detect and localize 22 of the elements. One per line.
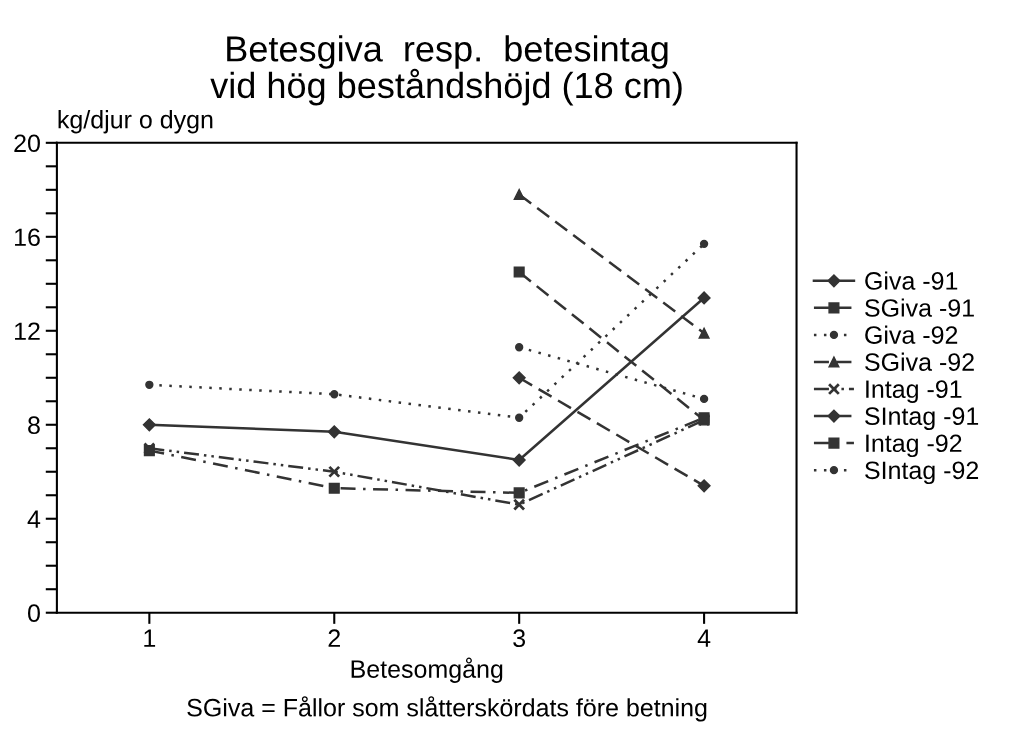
legend-label: Intag -91 (866, 380, 962, 403)
legend-label: SIntag -91 (865, 407, 979, 430)
y-tick-label: 20 (14, 134, 40, 153)
y-axis-title: kg/djur o dygn (58, 110, 213, 134)
text: SGiva = Fållor som slåtterskördats före betning (187, 696, 707, 722)
x-tick-label: 2 (328, 629, 340, 647)
x-tick-label: 3 (513, 629, 526, 648)
y-tick-label: 8 (28, 416, 40, 435)
legend-label: SGiva -92 (865, 352, 974, 371)
x-axis-title: Betesomgång (351, 657, 503, 683)
y-tick-label: 4 (27, 510, 41, 528)
legend-label: SGiva -91 (865, 298, 974, 317)
chart-title: Betesgiva resp. betesintag vid hög beståndshöjd (18 cm) (210, 35, 682, 106)
legend-label: SIntag -92 (865, 461, 979, 485)
legend-label: Intag -92 (866, 434, 962, 458)
y-tick-label: 16 (15, 228, 40, 247)
y-tick-label: 12 (15, 322, 40, 340)
x-tick-label: 1 (144, 629, 156, 647)
legend-label: Giva -91 (865, 271, 958, 290)
x-tick-label: 4 (697, 629, 711, 647)
legend-label: Giva -92 (865, 325, 958, 344)
y-tick-label: 0 (28, 604, 40, 623)
